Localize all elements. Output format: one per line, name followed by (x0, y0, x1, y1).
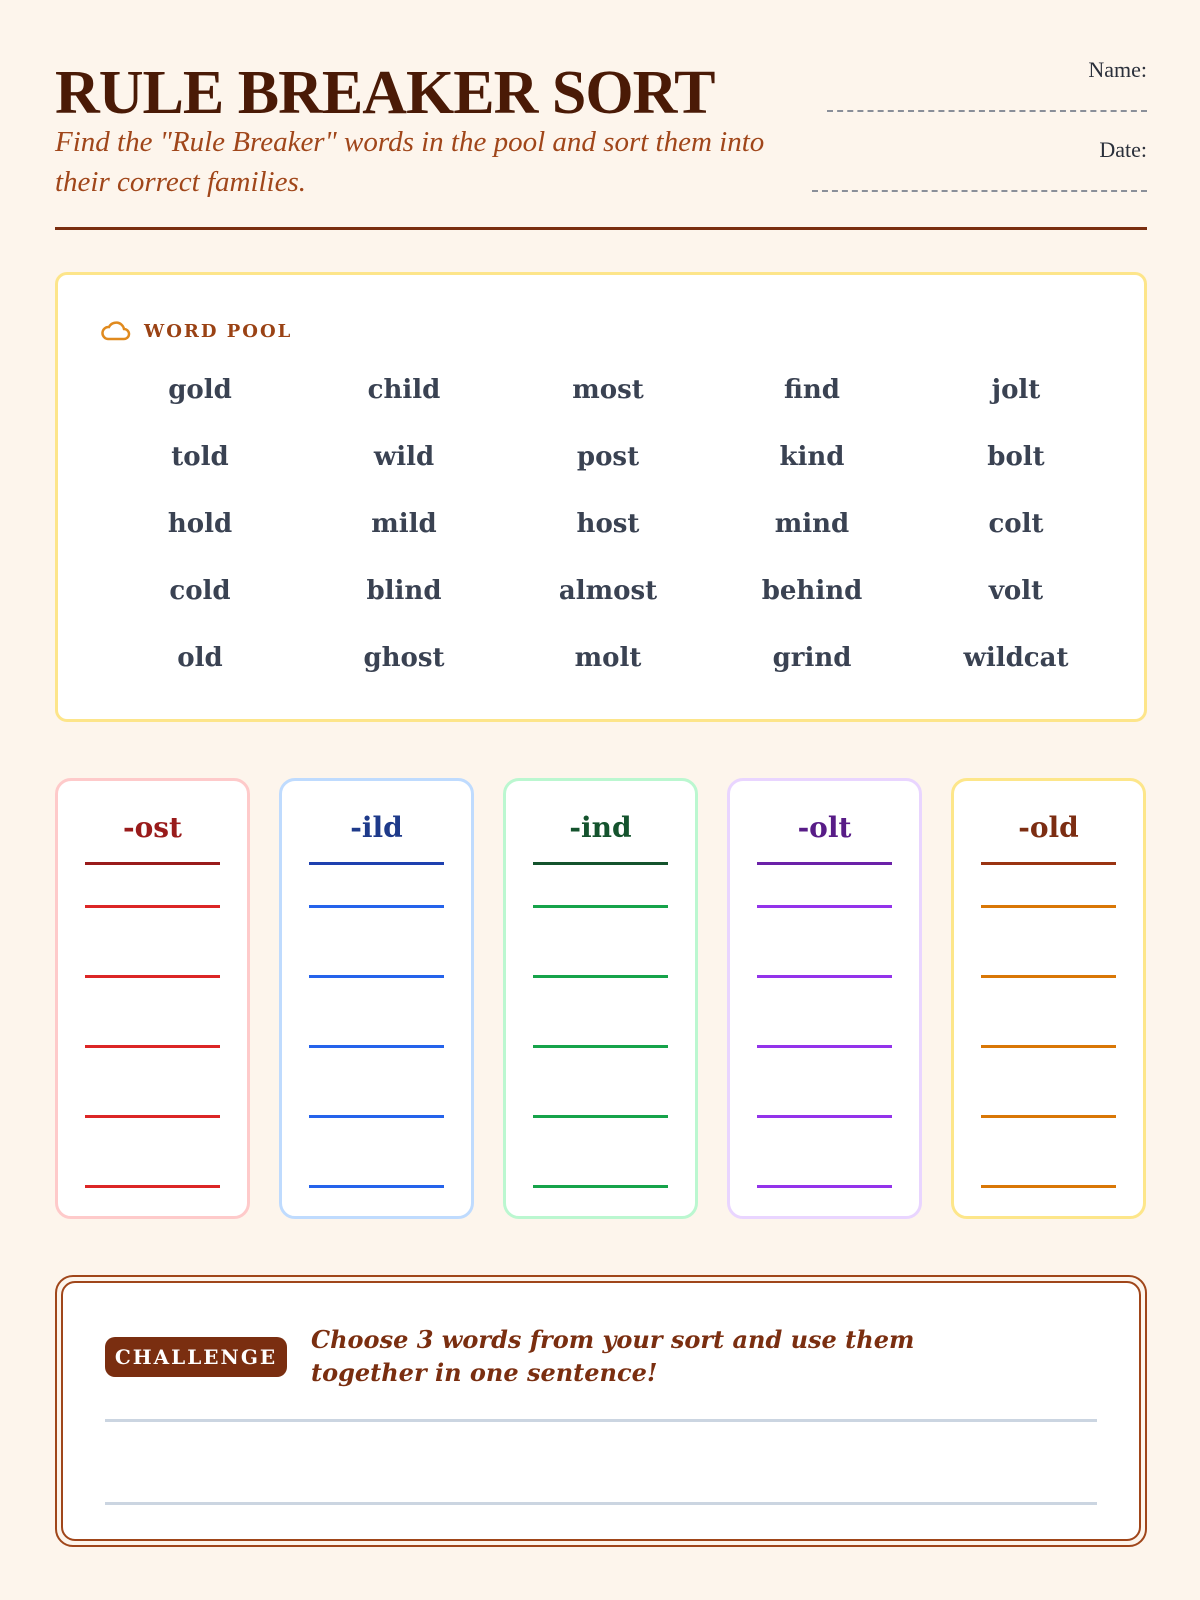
answer-line[interactable] (85, 1045, 220, 1048)
challenge-box: CHALLENGE Choose 3 words from your sort … (55, 1275, 1147, 1547)
answer-line[interactable] (85, 1115, 220, 1118)
challenge-badge: CHALLENGE (105, 1337, 287, 1377)
answer-line[interactable] (757, 1045, 892, 1048)
pool-word: grind (772, 643, 852, 673)
family-title: -old (1018, 811, 1079, 844)
answer-line[interactable] (309, 1185, 444, 1188)
answer-line[interactable] (981, 905, 1116, 908)
pool-word: colt (988, 509, 1044, 539)
pool-word: kind (779, 442, 845, 472)
answer-line[interactable] (533, 1045, 668, 1048)
family-column: -ost (55, 778, 250, 1219)
answer-line[interactable] (309, 975, 444, 978)
writing-line[interactable] (105, 1502, 1097, 1505)
pool-word: mild (371, 509, 437, 539)
writing-line[interactable] (105, 1419, 1097, 1422)
answer-line[interactable] (981, 1115, 1116, 1118)
pool-word: blind (366, 576, 442, 606)
answer-line[interactable] (85, 1185, 220, 1188)
word-grid: gold child most find jolt told wild post kind bol… (98, 357, 1118, 692)
family-underline (757, 862, 892, 865)
answer-line[interactable] (533, 975, 668, 978)
header-divider (55, 227, 1147, 230)
family-underline (85, 862, 220, 865)
pool-word: bolt (987, 442, 1045, 472)
family-column: -ind (503, 778, 698, 1219)
pool-word: mind (774, 509, 850, 539)
family-title: -ost (123, 811, 182, 844)
pool-word: host (576, 509, 640, 539)
family-column: -olt (727, 778, 922, 1219)
answer-line[interactable] (981, 975, 1116, 978)
answer-line[interactable] (981, 1045, 1116, 1048)
pool-word: post (576, 442, 640, 472)
family-underline (981, 862, 1116, 865)
pool-word: almost (558, 576, 658, 606)
answer-line[interactable] (309, 1115, 444, 1118)
family-title: -ild (350, 811, 403, 844)
word-pool: WORD POOL gold child most find jolt told wild p… (55, 272, 1147, 722)
pool-word: molt (574, 643, 642, 673)
instructions: Find the "Rule Breaker" words in the poo… (55, 126, 765, 198)
cloud-icon (101, 321, 131, 341)
answer-line[interactable] (533, 1115, 668, 1118)
answer-line[interactable] (309, 905, 444, 908)
answer-line[interactable] (757, 1185, 892, 1188)
answer-line[interactable] (757, 1115, 892, 1118)
pool-word: jolt (991, 375, 1041, 405)
pool-word: wildcat (963, 643, 1069, 673)
name-field[interactable] (827, 110, 1147, 112)
answer-line[interactable] (85, 905, 220, 908)
pool-word: behind (761, 576, 863, 606)
answer-line[interactable] (85, 975, 220, 978)
pool-word: told (171, 442, 229, 472)
pool-word: wild (373, 442, 435, 472)
name-label: Name: (1088, 57, 1147, 82)
pool-word: gold (168, 375, 232, 405)
family-title: -olt (797, 811, 852, 844)
pool-word: volt (988, 576, 1044, 606)
pool-word: ghost (363, 643, 445, 673)
page-title: RULE BREAKER SORT (55, 59, 716, 127)
answer-line[interactable] (533, 905, 668, 908)
family-underline (533, 862, 668, 865)
answer-line[interactable] (309, 1045, 444, 1048)
date-field[interactable] (812, 190, 1147, 192)
answer-line[interactable] (533, 1185, 668, 1188)
pool-word: cold (169, 576, 231, 606)
answer-line[interactable] (757, 905, 892, 908)
family-column: -old (951, 778, 1146, 1219)
answer-line[interactable] (981, 1185, 1116, 1188)
word-pool-heading: WORD POOL (144, 320, 293, 342)
pool-word: hold (167, 509, 233, 539)
family-title: -ind (569, 811, 632, 844)
pool-word: old (177, 643, 223, 673)
pool-word: find (784, 375, 840, 405)
challenge-text: Choose 3 words from your sort and use th… (311, 1325, 915, 1387)
pool-word: child (367, 375, 441, 405)
answer-line[interactable] (757, 975, 892, 978)
family-underline (309, 862, 444, 865)
family-column: -ild (279, 778, 474, 1219)
date-label: Date: (1099, 137, 1147, 162)
pool-word: most (572, 375, 644, 405)
